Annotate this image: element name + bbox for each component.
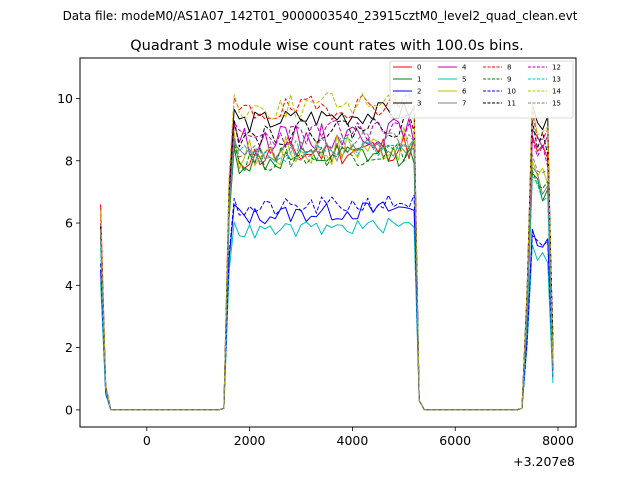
legend-label-8: 8 xyxy=(507,64,511,72)
x-tick-label: 2000 xyxy=(234,433,266,448)
series-line-15 xyxy=(100,132,554,411)
x-tick-label: 6000 xyxy=(439,433,471,448)
series-line-8 xyxy=(100,93,554,411)
legend-label-15: 15 xyxy=(552,100,561,108)
x-tick-label: 4000 xyxy=(337,433,369,448)
series-line-3 xyxy=(100,101,554,411)
series-line-0 xyxy=(100,135,554,411)
series-line-13 xyxy=(100,136,554,411)
y-tick-label: 6 xyxy=(65,216,73,231)
series-line-5 xyxy=(100,217,554,411)
legend-label-0: 0 xyxy=(417,64,421,72)
series-line-9 xyxy=(100,141,554,411)
series-line-4 xyxy=(100,118,554,411)
y-tick-label: 8 xyxy=(65,153,73,168)
series-line-11 xyxy=(100,113,554,411)
plot-frame xyxy=(79,57,577,428)
x-tick-label: 0 xyxy=(143,433,151,448)
y-tick-label: 0 xyxy=(65,402,73,417)
legend-label-2: 2 xyxy=(417,88,421,96)
legend-frame xyxy=(389,60,574,119)
axis-layer: 0 2000 4000 6000 8000 0 2 4 6 8 10 xyxy=(57,91,574,448)
figure-suptitle: Data file: modeM0/AS1A07_142T01_90000035… xyxy=(63,9,578,23)
x-offset-label: +3.207e8 xyxy=(513,454,575,469)
chart-title: Quadrant 3 module wise count rates with … xyxy=(130,38,524,54)
legend-label-6: 6 xyxy=(462,88,467,96)
series-line-14 xyxy=(100,88,554,411)
legend-label-7: 7 xyxy=(462,100,466,108)
series-line-1 xyxy=(100,145,554,411)
series-line-7 xyxy=(100,136,554,411)
y-tick-label: 2 xyxy=(65,340,73,355)
y-tick-label: 4 xyxy=(65,278,73,293)
series-line-2 xyxy=(100,201,554,411)
legend-label-3: 3 xyxy=(417,100,421,108)
legend-label-9: 9 xyxy=(507,76,511,84)
series-layer xyxy=(100,88,554,411)
legend-label-13: 13 xyxy=(552,76,561,84)
legend-label-12: 12 xyxy=(552,64,561,72)
series-line-10 xyxy=(100,194,554,411)
series-line-6 xyxy=(100,126,554,411)
legend-label-11: 11 xyxy=(507,100,516,108)
legend-label-10: 10 xyxy=(507,88,516,96)
legend-label-14: 14 xyxy=(552,88,561,96)
x-tick-label: 8000 xyxy=(542,433,574,448)
legend-label-4: 4 xyxy=(462,64,467,72)
series-line-12 xyxy=(100,119,554,411)
y-tick-label: 10 xyxy=(57,91,73,106)
legend-label-5: 5 xyxy=(462,76,466,84)
legend-label-1: 1 xyxy=(417,76,421,84)
